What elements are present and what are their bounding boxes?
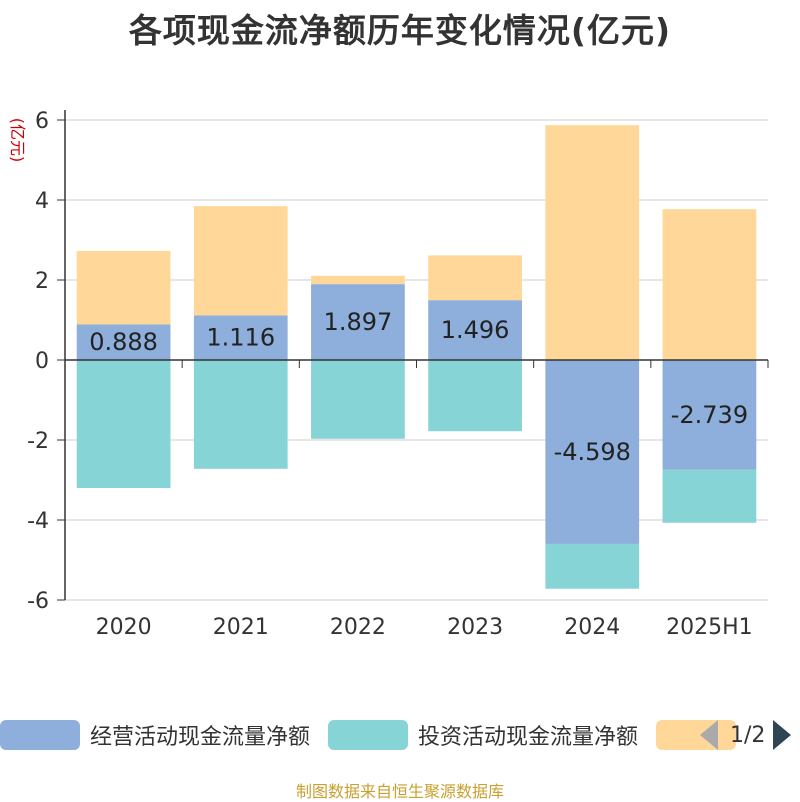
data-label: 1.116 [206,324,275,352]
bar-investing [545,543,640,589]
bar-operating [662,360,757,470]
x-tick-label: 2022 [330,615,386,640]
x-tick-label: 2025H1 [666,615,753,640]
legend: 经营活动现金流量净额 投资活动现金流量净额 [0,718,764,752]
y-tick-label: 4 [35,189,49,214]
bar-financing [311,275,405,285]
bar-operating [311,284,405,360]
bar-operating [76,324,171,360]
y-unit-label: (亿元) [8,118,27,163]
y-tick-label: -6 [27,589,49,614]
data-label: 1.496 [441,316,510,344]
data-label: -2.739 [671,401,748,429]
x-tick-label: 2024 [564,615,620,640]
y-tick-label: -2 [27,429,49,454]
legend-item-financing[interactable] [656,718,746,752]
legend-swatch-financing [656,720,737,750]
x-tick-label: 2023 [447,615,503,640]
legend-pager: 1/2 [700,719,792,751]
bar-investing [76,360,171,488]
source-note: 制图数据来自恒生聚源数据库 [295,782,504,801]
bar-investing [193,360,288,469]
y-tick-label: -4 [27,509,49,534]
legend-item-investing[interactable]: 投资活动现金流量净额 [328,718,638,752]
bar-operating [428,300,522,360]
bar-operating [545,360,640,544]
x-tick-label: 2021 [213,615,269,640]
data-label: 0.888 [89,328,158,356]
bar-investing [311,360,405,439]
x-tick-label: 2020 [96,615,152,640]
data-label: -4.598 [554,438,631,466]
y-tick-label: 2 [35,269,49,294]
y-tick-label: 0 [35,349,49,374]
bar-financing [662,209,757,360]
bar-financing [428,255,522,301]
bar-investing [662,469,757,523]
legend-label-operating: 经营活动现金流量净额 [90,725,311,750]
bar-chart: 6 4 2 0 -2 -4 -6 (亿元) 2020 2021 2022 2023 2024 2025H1… [8,109,769,640]
chart-title: 各项现金流净额历年变化情况(亿元) [128,11,672,50]
y-tick-label: 6 [35,109,49,134]
legend-item-operating[interactable]: 经营活动现金流量净额 [0,718,310,752]
bar-financing [545,125,640,360]
pager-prev-icon[interactable] [700,720,718,750]
pager-next-icon[interactable] [773,720,792,750]
legend-label-investing: 投资活动现金流量净额 [418,725,639,750]
pager-text: 1/2 [730,722,766,748]
legend-swatch-investing [328,720,409,750]
bar-financing [76,250,171,325]
bar-financing [193,206,288,316]
legend-swatch-operating [0,720,80,750]
bar-operating [193,315,288,360]
bar-investing [428,360,522,432]
data-label: 1.897 [324,308,393,336]
